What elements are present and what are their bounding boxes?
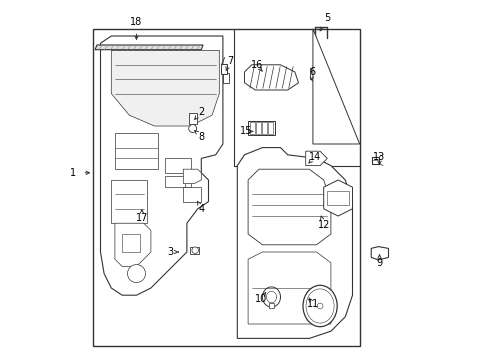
Text: 16: 16 xyxy=(250,60,263,70)
Circle shape xyxy=(127,265,145,283)
Text: 15: 15 xyxy=(240,126,252,136)
Text: 14: 14 xyxy=(308,152,320,162)
Text: 6: 6 xyxy=(309,67,315,77)
Polygon shape xyxy=(101,36,223,295)
Circle shape xyxy=(192,247,198,253)
Bar xyxy=(111,180,147,223)
Polygon shape xyxy=(115,223,151,266)
Polygon shape xyxy=(311,80,316,85)
Polygon shape xyxy=(305,151,326,166)
Text: 18: 18 xyxy=(130,17,142,27)
Polygon shape xyxy=(371,157,379,164)
Text: 9: 9 xyxy=(376,258,382,268)
Text: 17: 17 xyxy=(136,213,148,223)
Text: 2: 2 xyxy=(198,107,204,117)
Bar xyxy=(268,122,272,134)
Bar xyxy=(115,133,158,169)
Bar xyxy=(165,176,190,187)
Bar xyxy=(223,73,228,83)
Bar xyxy=(249,122,254,134)
Text: 13: 13 xyxy=(373,152,385,162)
Bar xyxy=(93,29,359,346)
Bar xyxy=(262,122,266,134)
Text: 11: 11 xyxy=(306,299,318,309)
Polygon shape xyxy=(312,29,359,144)
Text: 7: 7 xyxy=(226,56,233,66)
Text: 12: 12 xyxy=(317,220,329,230)
Circle shape xyxy=(317,303,322,309)
Bar xyxy=(183,187,201,202)
Bar xyxy=(190,247,199,254)
Polygon shape xyxy=(183,169,201,184)
Polygon shape xyxy=(247,252,330,324)
Text: 1: 1 xyxy=(70,168,77,178)
Text: 8: 8 xyxy=(198,132,204,142)
Polygon shape xyxy=(247,169,330,245)
Polygon shape xyxy=(326,191,348,205)
Bar xyxy=(188,113,196,124)
Bar xyxy=(310,68,318,79)
Polygon shape xyxy=(370,247,387,260)
Bar xyxy=(165,158,190,173)
Polygon shape xyxy=(111,50,219,126)
Text: 10: 10 xyxy=(254,294,266,304)
Bar xyxy=(256,122,260,134)
Bar xyxy=(268,303,273,308)
Ellipse shape xyxy=(303,285,337,327)
Bar xyxy=(122,234,140,252)
Ellipse shape xyxy=(305,289,333,323)
Text: 4: 4 xyxy=(198,204,204,214)
Bar xyxy=(247,121,275,135)
Polygon shape xyxy=(244,65,298,90)
Polygon shape xyxy=(323,180,352,216)
Polygon shape xyxy=(237,148,352,338)
Text: 3: 3 xyxy=(167,247,173,257)
Bar xyxy=(221,64,226,74)
Text: 5: 5 xyxy=(324,13,330,23)
Polygon shape xyxy=(95,45,203,50)
Circle shape xyxy=(188,125,196,132)
